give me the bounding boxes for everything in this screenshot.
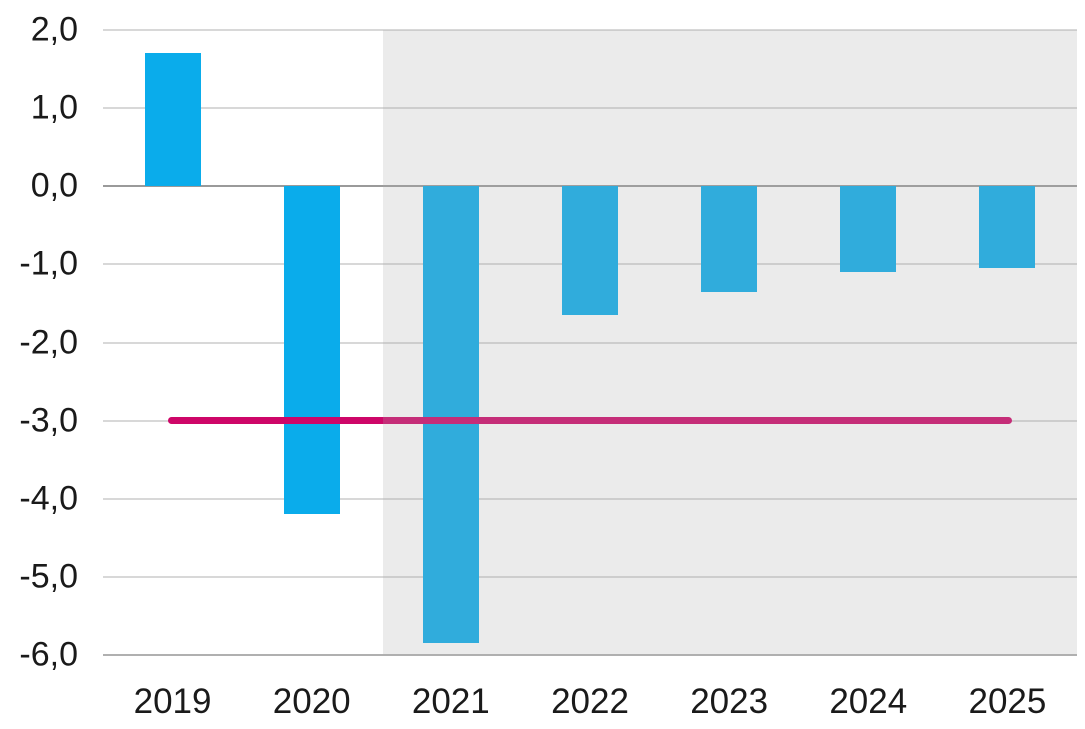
gridline bbox=[103, 29, 1077, 31]
y-tick-label: -2,0 bbox=[19, 323, 78, 361]
y-tick-label: -4,0 bbox=[19, 479, 78, 518]
y-tick-label: 1,0 bbox=[30, 88, 78, 127]
y-tick-label: 2,0 bbox=[30, 10, 78, 49]
gridline bbox=[103, 497, 1077, 500]
gridline bbox=[103, 654, 1077, 656]
gridline bbox=[103, 341, 1077, 344]
bar-2021 bbox=[422, 186, 479, 644]
x-tick-label-2023: 2023 bbox=[690, 682, 769, 721]
x-tick-label-2021: 2021 bbox=[411, 682, 490, 721]
bar-2024 bbox=[840, 186, 897, 273]
bar-2020 bbox=[283, 186, 340, 515]
x-tick-label-2024: 2024 bbox=[829, 682, 908, 721]
y-tick-label: -5,0 bbox=[19, 557, 78, 596]
y-tick-label: -3,0 bbox=[19, 401, 78, 440]
x-tick-label-2025: 2025 bbox=[968, 682, 1047, 721]
bar-2023 bbox=[701, 186, 758, 292]
reference-line bbox=[167, 417, 1013, 425]
y-tick-label: -6,0 bbox=[19, 635, 78, 674]
x-tick-label-2019: 2019 bbox=[133, 682, 212, 721]
gridline bbox=[103, 575, 1077, 578]
bar-2022 bbox=[562, 186, 618, 316]
y-tick-label: -1,0 bbox=[19, 244, 78, 283]
y-tick-label: 0,0 bbox=[30, 166, 78, 205]
bar-2025 bbox=[979, 186, 1036, 269]
x-tick-label-2020: 2020 bbox=[272, 682, 351, 721]
gridline bbox=[103, 107, 1077, 110]
x-tick-label-2022: 2022 bbox=[551, 682, 629, 721]
bar-2019 bbox=[144, 53, 201, 187]
